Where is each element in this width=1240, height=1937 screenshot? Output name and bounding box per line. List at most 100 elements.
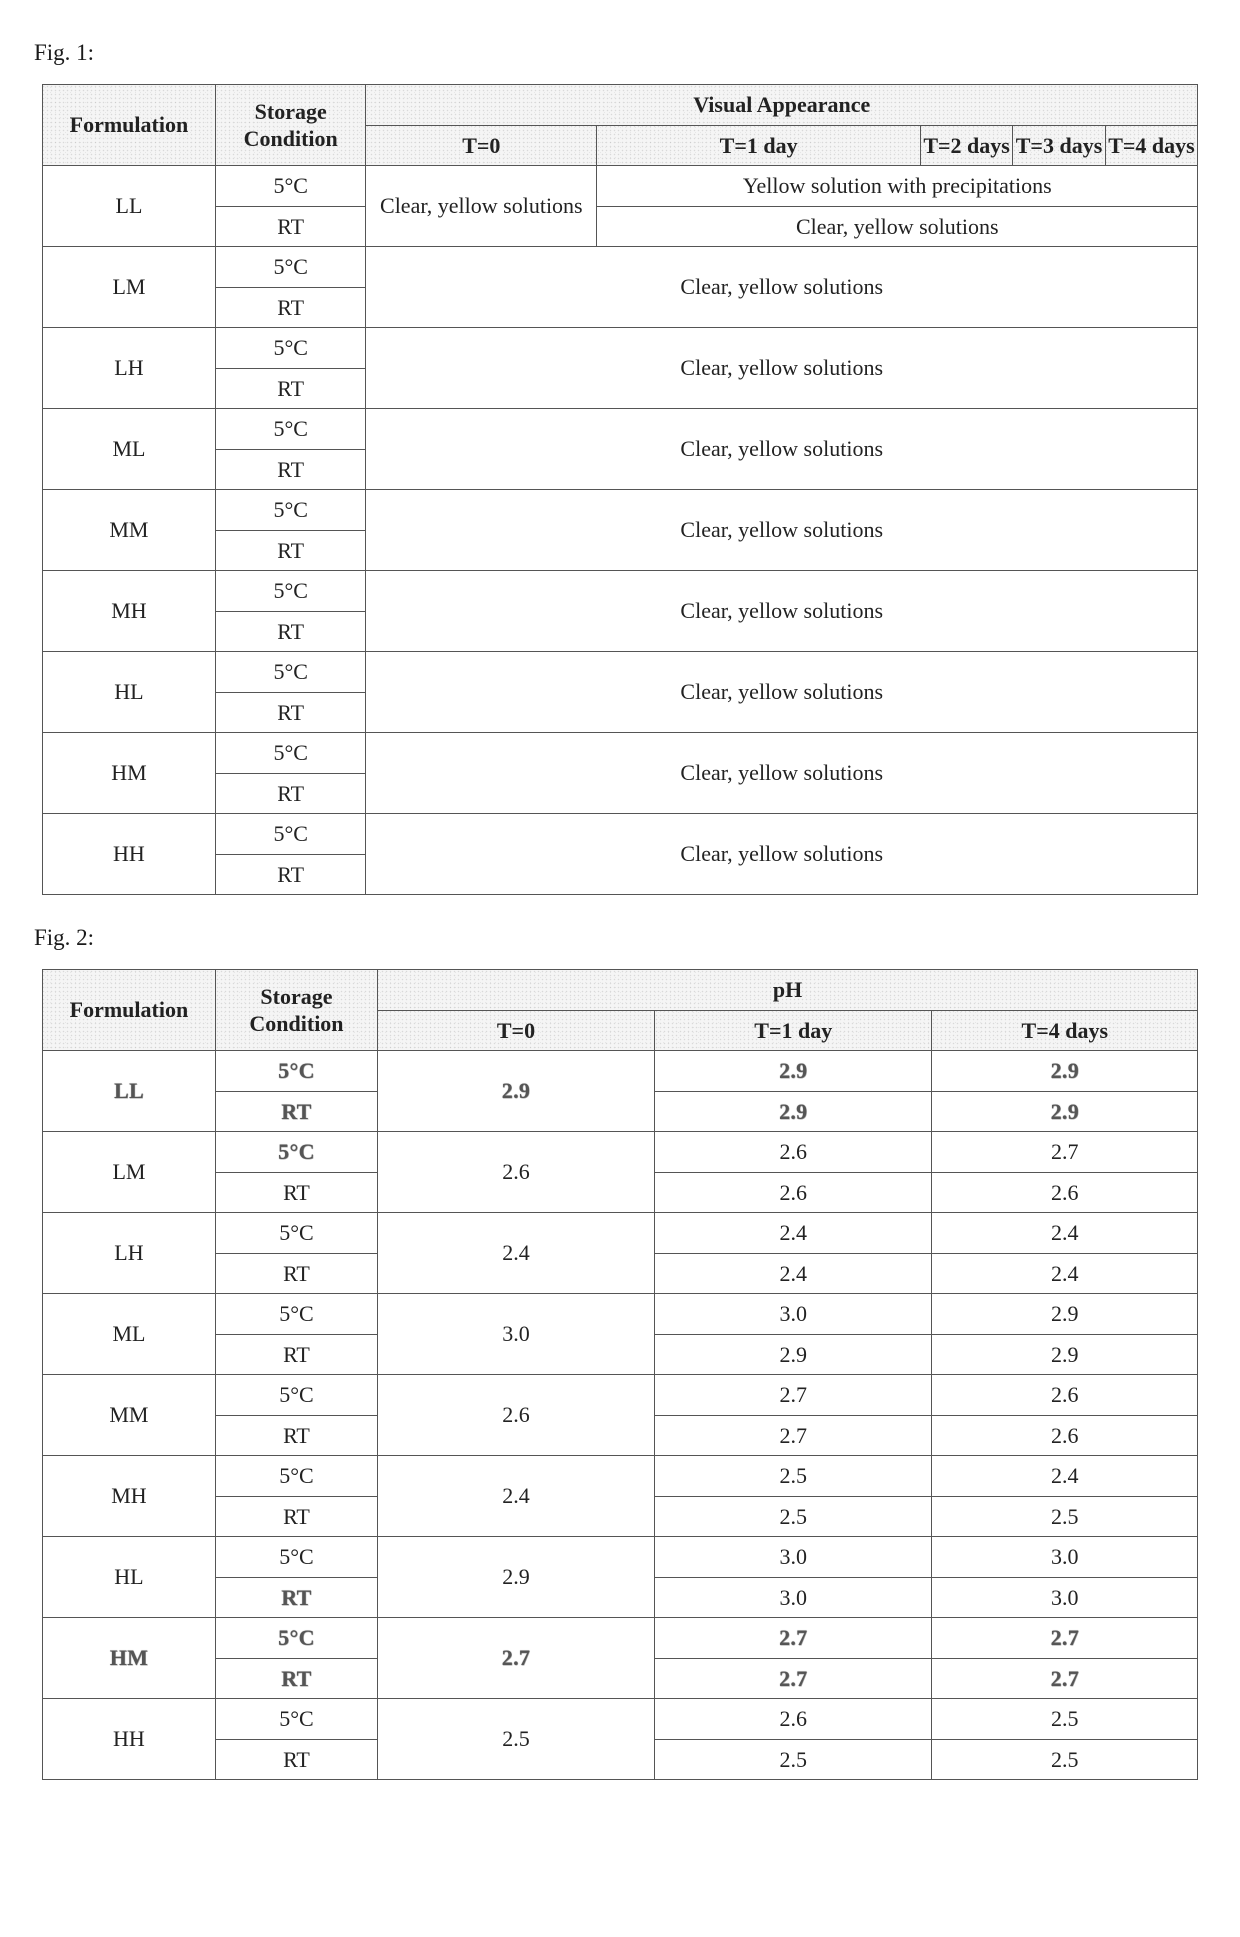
cell-t1day: 2.7	[655, 1415, 932, 1456]
cell-t1day: 3.0	[655, 1294, 932, 1335]
cell-t4days: 2.4	[932, 1253, 1198, 1294]
cell-storage-condition: 5°C	[216, 328, 366, 369]
cell-t4days: 3.0	[932, 1577, 1198, 1618]
cell-t4days: 2.6	[932, 1415, 1198, 1456]
cell-formulation: MM	[42, 490, 215, 571]
cell-storage-condition: RT	[216, 287, 366, 328]
table-row: HH5°CClear, yellow solutions	[42, 814, 1197, 855]
table-row: MM5°CClear, yellow solutions	[42, 490, 1197, 531]
cell-t4days: 2.9	[932, 1091, 1198, 1132]
cell-appearance: Yellow solution with precipitations	[597, 166, 1198, 207]
cell-storage-condition: RT	[216, 1253, 378, 1294]
table-header-row: Formulation Storage Condition Visual App…	[42, 85, 1197, 126]
cell-t0: 2.6	[377, 1132, 654, 1213]
col-storage-condition: Storage Condition	[216, 970, 378, 1051]
cell-storage-condition: 5°C	[216, 1699, 378, 1740]
cell-storage-condition: RT	[216, 449, 366, 490]
col-group-visual-appearance: Visual Appearance	[366, 85, 1198, 126]
cell-storage-condition: 5°C	[216, 1456, 378, 1497]
cell-appearance: Clear, yellow solutions	[366, 328, 1198, 409]
cell-t0: 2.5	[377, 1699, 654, 1780]
cell-t4days: 2.9	[932, 1051, 1198, 1092]
cell-storage-condition: 5°C	[216, 1294, 378, 1335]
table-row: LM5°CClear, yellow solutions	[42, 247, 1197, 288]
cell-t1day: 2.6	[655, 1699, 932, 1740]
cell-t1day: 2.6	[655, 1132, 932, 1173]
cell-t4days: 2.5	[932, 1496, 1198, 1537]
cell-formulation: HL	[42, 1537, 215, 1618]
table-row: LM5°C2.62.62.7	[42, 1132, 1197, 1173]
col-t2days: T=2 days	[920, 125, 1012, 166]
table-row: MH5°C2.42.52.4	[42, 1456, 1197, 1497]
cell-t0: 2.4	[377, 1213, 654, 1294]
cell-t4days: 2.4	[932, 1213, 1198, 1254]
col-t1day: T=1 day	[597, 125, 921, 166]
cell-t1day: 3.0	[655, 1537, 932, 1578]
col-t0: T=0	[366, 125, 597, 166]
cell-formulation: LL	[42, 166, 215, 247]
table-row: HH5°C2.52.62.5	[42, 1699, 1197, 1740]
cell-storage-condition: RT	[216, 1739, 378, 1780]
cell-t1day: 2.6	[655, 1172, 932, 1213]
table-row: HL5°CClear, yellow solutions	[42, 652, 1197, 693]
cell-storage-condition: RT	[216, 530, 366, 571]
cell-t0: 3.0	[377, 1294, 654, 1375]
cell-formulation: MM	[42, 1375, 215, 1456]
cell-formulation: MH	[42, 1456, 215, 1537]
col-t0: T=0	[377, 1010, 654, 1051]
cell-appearance: Clear, yellow solutions	[366, 409, 1198, 490]
table-ph: Formulation Storage Condition pH T=0 T=1…	[42, 969, 1198, 1780]
cell-t4days: 2.7	[932, 1618, 1198, 1659]
cell-storage-condition: RT	[216, 206, 366, 247]
cell-appearance: Clear, yellow solutions	[366, 733, 1198, 814]
cell-t0: 2.9	[377, 1051, 654, 1132]
cell-formulation: ML	[42, 409, 215, 490]
cell-t1day: 2.7	[655, 1375, 932, 1416]
cell-t1day: 2.9	[655, 1091, 932, 1132]
cell-storage-condition: 5°C	[216, 1375, 378, 1416]
table-row: RT Clear, yellow solutions	[42, 206, 1197, 247]
cell-formulation: LH	[42, 328, 215, 409]
cell-storage-condition: 5°C	[216, 652, 366, 693]
cell-t0: 2.7	[377, 1618, 654, 1699]
cell-appearance: Clear, yellow solutions	[597, 206, 1198, 247]
cell-storage-condition: 5°C	[216, 1618, 378, 1659]
cell-t1day: 2.7	[655, 1618, 932, 1659]
cell-t4days: 2.5	[932, 1739, 1198, 1780]
cell-storage-condition: RT	[216, 1091, 378, 1132]
cell-storage-condition: RT	[216, 1415, 378, 1456]
table-row: MM5°C2.62.72.6	[42, 1375, 1197, 1416]
cell-storage-condition: RT	[216, 1334, 378, 1375]
cell-t4days: 2.6	[932, 1172, 1198, 1213]
figure-1-label: Fig. 1:	[34, 40, 1210, 66]
cell-t4days: 2.4	[932, 1456, 1198, 1497]
figure-2-label: Fig. 2:	[34, 925, 1210, 951]
cell-appearance: Clear, yellow solutions	[366, 571, 1198, 652]
cell-t4days: 3.0	[932, 1537, 1198, 1578]
cell-t1day: 2.9	[655, 1334, 932, 1375]
cell-formulation: LL	[42, 1051, 215, 1132]
col-t1day: T=1 day	[655, 1010, 932, 1051]
cell-storage-condition: 5°C	[216, 733, 366, 774]
cell-t1day: 2.7	[655, 1658, 932, 1699]
cell-storage-condition: 5°C	[216, 166, 366, 207]
cell-appearance: Clear, yellow solutions	[366, 490, 1198, 571]
cell-formulation: HL	[42, 652, 215, 733]
cell-t0: 2.4	[377, 1456, 654, 1537]
cell-storage-condition: 5°C	[216, 571, 366, 612]
table-row: MH5°CClear, yellow solutions	[42, 571, 1197, 612]
col-formulation: Formulation	[42, 85, 215, 166]
cell-formulation: HM	[42, 733, 215, 814]
col-t4days: T=4 days	[932, 1010, 1198, 1051]
cell-t1day: 2.4	[655, 1213, 932, 1254]
cell-storage-condition: RT	[216, 611, 366, 652]
table-visual-appearance: Formulation Storage Condition Visual App…	[42, 84, 1198, 895]
cell-storage-condition: 5°C	[216, 409, 366, 450]
cell-t4days: 2.6	[932, 1375, 1198, 1416]
cell-t4days: 2.9	[932, 1334, 1198, 1375]
table-row: ML5°CClear, yellow solutions	[42, 409, 1197, 450]
table-row: LH5°CClear, yellow solutions	[42, 328, 1197, 369]
cell-storage-condition: 5°C	[216, 1051, 378, 1092]
cell-formulation: LH	[42, 1213, 215, 1294]
table-row: LL5°C2.92.92.9	[42, 1051, 1197, 1092]
